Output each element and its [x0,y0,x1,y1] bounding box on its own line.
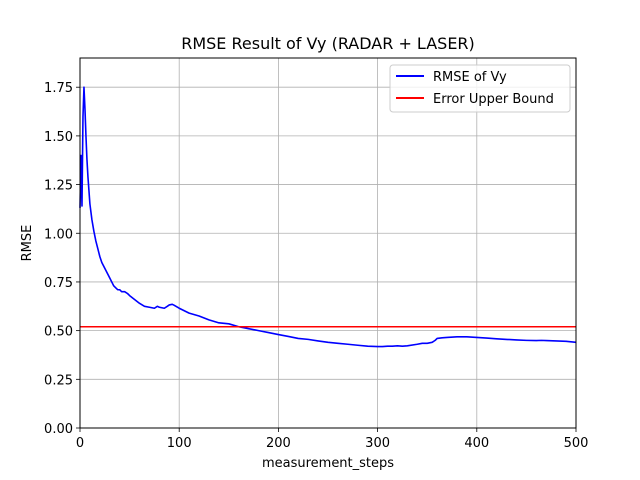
legend-label-rmse: RMSE of Vy [433,70,507,85]
y-tick-label: 1.50 [44,130,73,145]
legend-box [389,64,571,113]
x-tick-label: 500 [564,436,589,451]
y-axis-title: RMSE [20,225,35,262]
y-tick-label: 0.25 [44,373,73,388]
y-tick-label: 0.00 [44,422,73,437]
legend: RMSE of Vy Error Upper Bound [389,64,571,113]
y-tick-label: 0.75 [44,276,73,291]
y-tick-label: 0.50 [44,325,73,340]
plot-frame [79,57,577,429]
rmse-line [79,86,577,348]
legend-label-upper-bound: Error Upper Bound [433,92,554,107]
y-tick-label: 1.25 [44,179,73,194]
ticks: 0 100 200 300 400 500 0.00 0.25 0.50 0.75 1.00 1.25… [44,81,588,451]
y-tick-label: 1.75 [44,81,73,96]
chart-title: RMSE Result of Vy (RADAR + LASER) [181,34,475,53]
x-tick-label: 300 [365,436,390,451]
x-tick-label: 400 [464,436,489,451]
grid [79,58,577,429]
x-tick-label: 0 [76,436,84,451]
series-layer [79,86,577,348]
x-tick-label: 100 [167,436,192,451]
y-tick-label: 1.00 [44,227,73,242]
x-tick-label: 200 [266,436,291,451]
x-axis-title: measurement_steps [262,456,394,471]
